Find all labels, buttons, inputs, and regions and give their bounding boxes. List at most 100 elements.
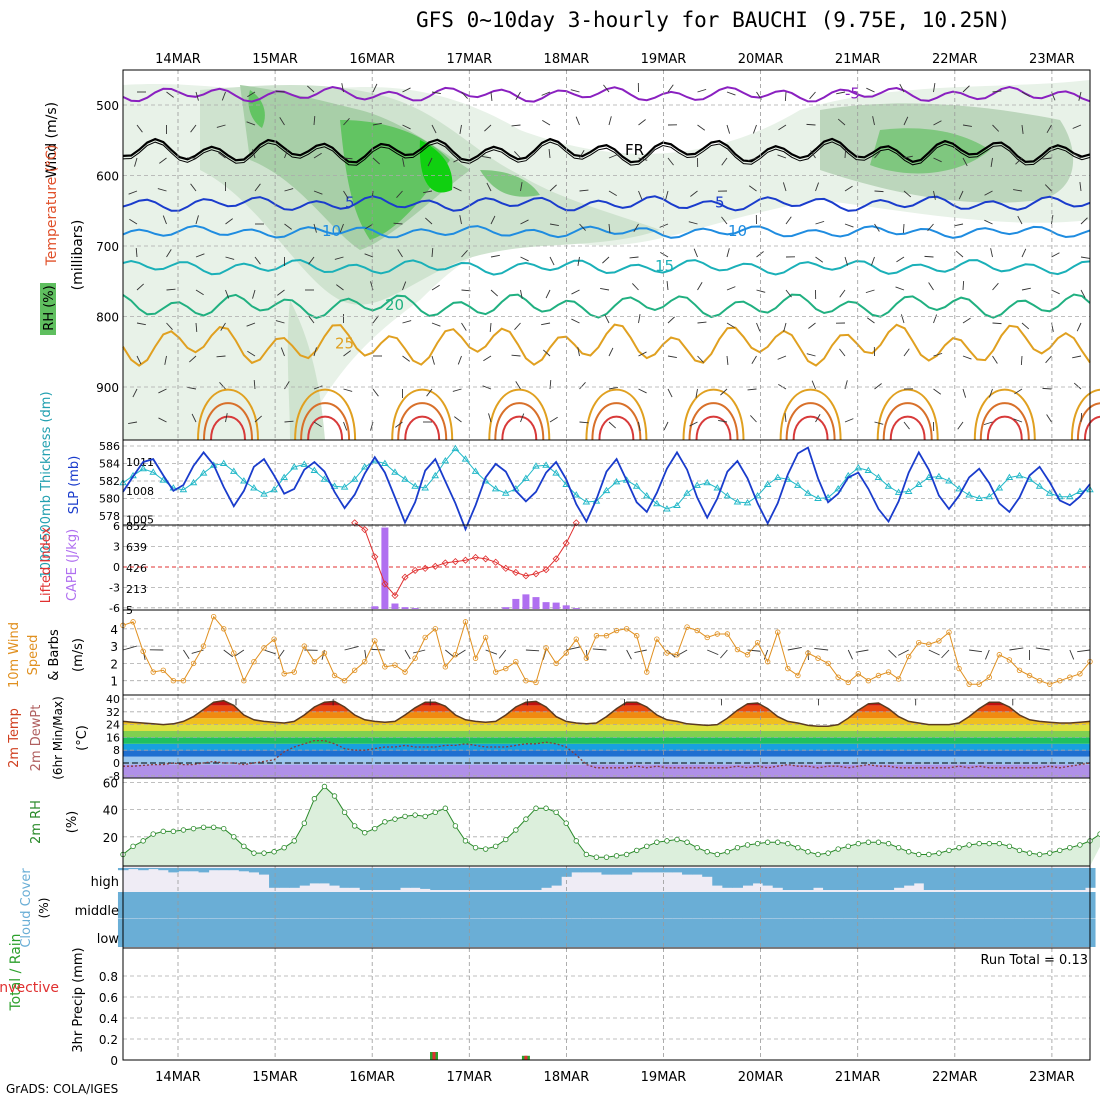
wind-barb bbox=[218, 152, 226, 159]
cloud-high-bar bbox=[369, 868, 381, 890]
precip-tick: 0.4 bbox=[99, 1012, 118, 1026]
wind-barb bbox=[191, 413, 197, 423]
cloud-high-bar bbox=[128, 868, 139, 870]
rh-point bbox=[200, 824, 207, 830]
wind-speed-point bbox=[754, 639, 761, 646]
rh-point bbox=[634, 847, 640, 854]
cloud-high-bar bbox=[319, 868, 330, 884]
rh-point bbox=[130, 843, 136, 850]
rh-point bbox=[251, 850, 257, 856]
wind-barb bbox=[372, 83, 378, 93]
cloud-middle-bar bbox=[742, 892, 754, 919]
wind-barb bbox=[372, 388, 379, 397]
cloud-low-bar bbox=[954, 919, 965, 947]
thickness-point bbox=[320, 475, 329, 482]
cloud-middle-bar bbox=[732, 892, 743, 919]
cloud-middle-bar bbox=[551, 892, 562, 919]
rh-point bbox=[553, 809, 559, 816]
rh-point bbox=[412, 812, 418, 818]
wind-speed-point bbox=[221, 626, 227, 632]
wind-barb bbox=[962, 85, 970, 93]
wind-barb bbox=[638, 119, 646, 126]
cloud-low-bar bbox=[369, 919, 381, 947]
wind-barb bbox=[397, 249, 403, 258]
wind-speed-line bbox=[122, 615, 1091, 685]
wind-barb bbox=[488, 413, 492, 423]
thickness-point bbox=[683, 489, 691, 496]
cloud-middle-bar bbox=[198, 892, 210, 919]
cape-bar bbox=[401, 607, 409, 609]
dewpoint-line bbox=[123, 739, 1091, 769]
wind-unit-label: (m/s) bbox=[71, 638, 86, 672]
wind-barb-10m bbox=[626, 649, 632, 660]
minmax-axis-label: (6hr Min/Max) bbox=[51, 696, 65, 780]
cloud-middle-bar bbox=[1044, 892, 1056, 919]
cloud-middle-bar bbox=[490, 892, 502, 919]
run-total-label: Run Total = 0.13 bbox=[980, 953, 1088, 968]
cloud-low-bar bbox=[923, 919, 935, 947]
wind-barb-10m bbox=[404, 649, 411, 660]
cloud-middle-bar bbox=[450, 892, 461, 919]
thickness-point bbox=[733, 498, 742, 505]
rh-point bbox=[372, 825, 378, 832]
wind-barb bbox=[777, 355, 787, 360]
temp-band bbox=[123, 764, 1090, 778]
cloud-middle-bar bbox=[671, 892, 683, 919]
wind-barb bbox=[718, 419, 728, 423]
wind-barb bbox=[1021, 287, 1031, 291]
cloud-high-bar bbox=[883, 868, 895, 890]
wind-speed-point bbox=[210, 613, 217, 620]
wind-speed-point bbox=[251, 658, 257, 665]
wind-speed-point bbox=[543, 645, 549, 651]
thickness-point bbox=[582, 498, 591, 505]
pressure-tick: 600 bbox=[96, 170, 119, 184]
isotherm-line bbox=[122, 195, 1091, 212]
cloud-low-bar bbox=[943, 919, 955, 947]
wind-barb bbox=[252, 149, 256, 159]
wind-barb bbox=[431, 322, 441, 327]
wind-barb bbox=[195, 322, 198, 333]
cloud-low-bar bbox=[319, 919, 330, 947]
wind-barb bbox=[844, 256, 849, 266]
wind-barb bbox=[1046, 414, 1052, 423]
cape-bar bbox=[562, 605, 570, 609]
wind-barb bbox=[520, 289, 523, 299]
wind-barb bbox=[129, 218, 138, 225]
wind-barb bbox=[313, 421, 322, 428]
precip-frame bbox=[122, 947, 1091, 1061]
thickness-point bbox=[814, 494, 822, 501]
cloud-middle-bar bbox=[752, 892, 764, 919]
wind-barb bbox=[372, 315, 379, 324]
wind-barb bbox=[431, 284, 440, 291]
cloud-low-bar bbox=[732, 919, 743, 947]
warm-contour bbox=[882, 402, 933, 441]
cape-bar bbox=[572, 608, 580, 609]
cloud-low-bar bbox=[1004, 919, 1015, 947]
rh-point bbox=[996, 840, 1003, 847]
cloud-high-bar bbox=[1064, 868, 1076, 890]
wind-speed-point bbox=[372, 638, 378, 644]
warm-contour bbox=[876, 388, 939, 441]
wind-barb bbox=[933, 352, 943, 357]
warm-contour bbox=[488, 388, 551, 441]
rh-point bbox=[241, 843, 247, 850]
wind-barb bbox=[933, 314, 938, 324]
wind-speed-point bbox=[1026, 672, 1033, 679]
thickness-point bbox=[572, 491, 581, 498]
wind-barb bbox=[579, 150, 585, 159]
wind-speed-point bbox=[553, 660, 559, 667]
thickness-point bbox=[300, 460, 309, 467]
isotherm-label: 10 bbox=[322, 222, 341, 240]
wind-barb bbox=[785, 216, 792, 225]
wind-speed-point bbox=[674, 652, 680, 658]
cloud-high-bar bbox=[621, 868, 633, 875]
cloud-high-bar bbox=[863, 868, 874, 890]
cloud-middle-bar bbox=[1054, 892, 1066, 919]
cloud-low-bar bbox=[893, 919, 905, 947]
rh-point bbox=[341, 809, 348, 816]
date-label-top: 21MAR bbox=[835, 52, 881, 67]
cloud-low-bar bbox=[581, 919, 592, 947]
cloud-high-bar bbox=[571, 868, 582, 873]
warm-contour bbox=[307, 415, 344, 441]
wind-barb bbox=[396, 190, 403, 198]
